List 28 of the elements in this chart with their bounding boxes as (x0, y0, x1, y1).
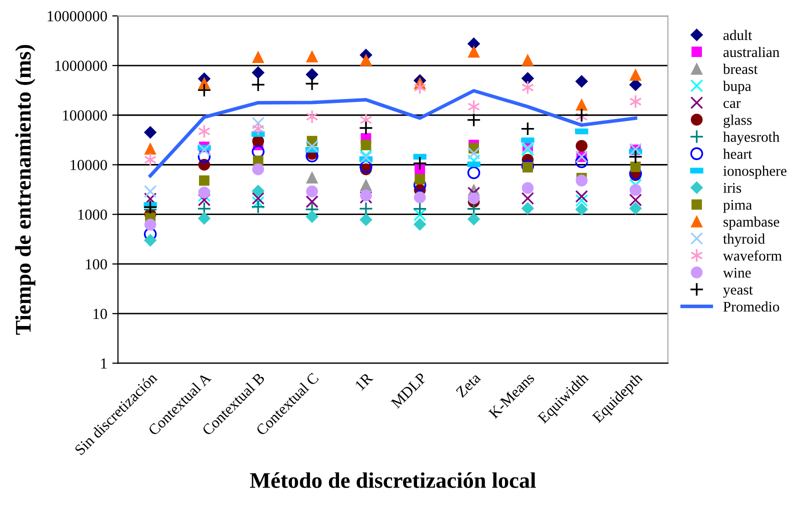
legend-label: hayesroth (723, 132, 780, 145)
legend-label: thyroid (723, 233, 765, 247)
legend-label: pima (723, 200, 752, 213)
x-tick-label: 1R (354, 372, 374, 391)
legend-label: spambase (724, 216, 780, 230)
legend-label: heart (723, 148, 752, 159)
legend-label: adult (723, 30, 752, 40)
y-tick-label: 1000 (78, 210, 107, 220)
legend-label: ionosphere (723, 166, 786, 179)
legend-label: bupa (722, 80, 752, 94)
y-tick-label: 100000 (63, 110, 107, 121)
legend-label: breast (722, 64, 758, 74)
y-tick-label: 1 (101, 358, 107, 369)
legend-label: Promedio (723, 301, 780, 312)
legend-label: australian (723, 46, 780, 58)
legend-label: wine (722, 268, 751, 278)
y-tick-label: 10000 (70, 160, 107, 170)
y-axis-title: Tiempo de entrenamiento (ms) (15, 44, 36, 335)
legend-label: glass (724, 114, 752, 128)
legend-label: car (724, 100, 741, 108)
legend-label: iris (723, 183, 742, 193)
y-tick-label: 10 (94, 308, 107, 320)
x-tick-label: Zeta (456, 372, 482, 398)
y-tick-label: 100 (86, 259, 107, 270)
x-axis-title: Método de discretización local (250, 472, 536, 488)
legend-label: yeast (723, 286, 753, 298)
y-tick-label: 10000000 (48, 11, 107, 22)
y-tick-label: 1000000 (55, 60, 107, 71)
